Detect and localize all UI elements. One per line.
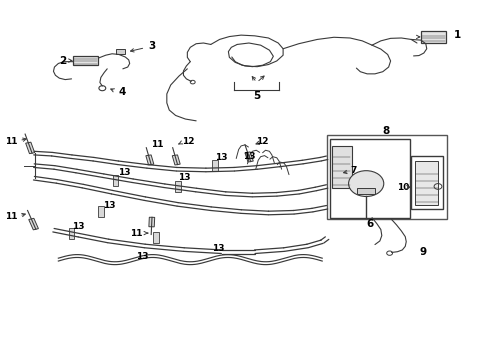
Text: 6: 6	[367, 219, 374, 229]
Text: 11: 11	[130, 229, 143, 238]
Bar	[153, 232, 159, 243]
Text: 13: 13	[72, 222, 84, 231]
Text: 13: 13	[178, 174, 190, 183]
Bar	[327, 135, 447, 220]
Bar	[421, 31, 446, 43]
Polygon shape	[245, 152, 253, 162]
Text: 13: 13	[212, 244, 224, 253]
Text: 13: 13	[118, 168, 130, 177]
Text: 5: 5	[253, 91, 260, 101]
Text: 11: 11	[5, 137, 18, 146]
Text: 7: 7	[350, 166, 357, 175]
Polygon shape	[146, 155, 154, 165]
Text: 13: 13	[103, 201, 116, 210]
Text: 13: 13	[215, 153, 228, 162]
Polygon shape	[172, 155, 180, 165]
Text: 4: 4	[118, 87, 125, 97]
Bar	[113, 175, 119, 186]
Text: 3: 3	[148, 41, 156, 51]
Bar	[330, 139, 410, 218]
Text: 11: 11	[151, 140, 163, 149]
Bar	[174, 181, 180, 192]
Polygon shape	[29, 218, 38, 230]
Text: 1: 1	[454, 31, 461, 40]
Bar	[332, 145, 351, 188]
Text: 2: 2	[60, 55, 67, 66]
Bar	[98, 206, 104, 217]
Bar	[73, 56, 98, 65]
Text: 13: 13	[136, 252, 148, 261]
Text: 10: 10	[397, 183, 410, 192]
Text: 12: 12	[182, 137, 194, 146]
Bar	[357, 188, 375, 194]
Bar	[69, 228, 74, 239]
Text: 9: 9	[420, 247, 427, 257]
Bar	[411, 156, 443, 210]
Polygon shape	[25, 142, 35, 154]
Text: 8: 8	[382, 126, 390, 135]
Text: 11: 11	[5, 212, 18, 221]
Text: 13: 13	[243, 152, 255, 161]
Polygon shape	[149, 217, 155, 227]
Circle shape	[348, 171, 384, 197]
Bar	[212, 160, 218, 171]
Bar	[117, 49, 125, 54]
Text: 12: 12	[256, 137, 269, 146]
Bar	[415, 161, 439, 205]
